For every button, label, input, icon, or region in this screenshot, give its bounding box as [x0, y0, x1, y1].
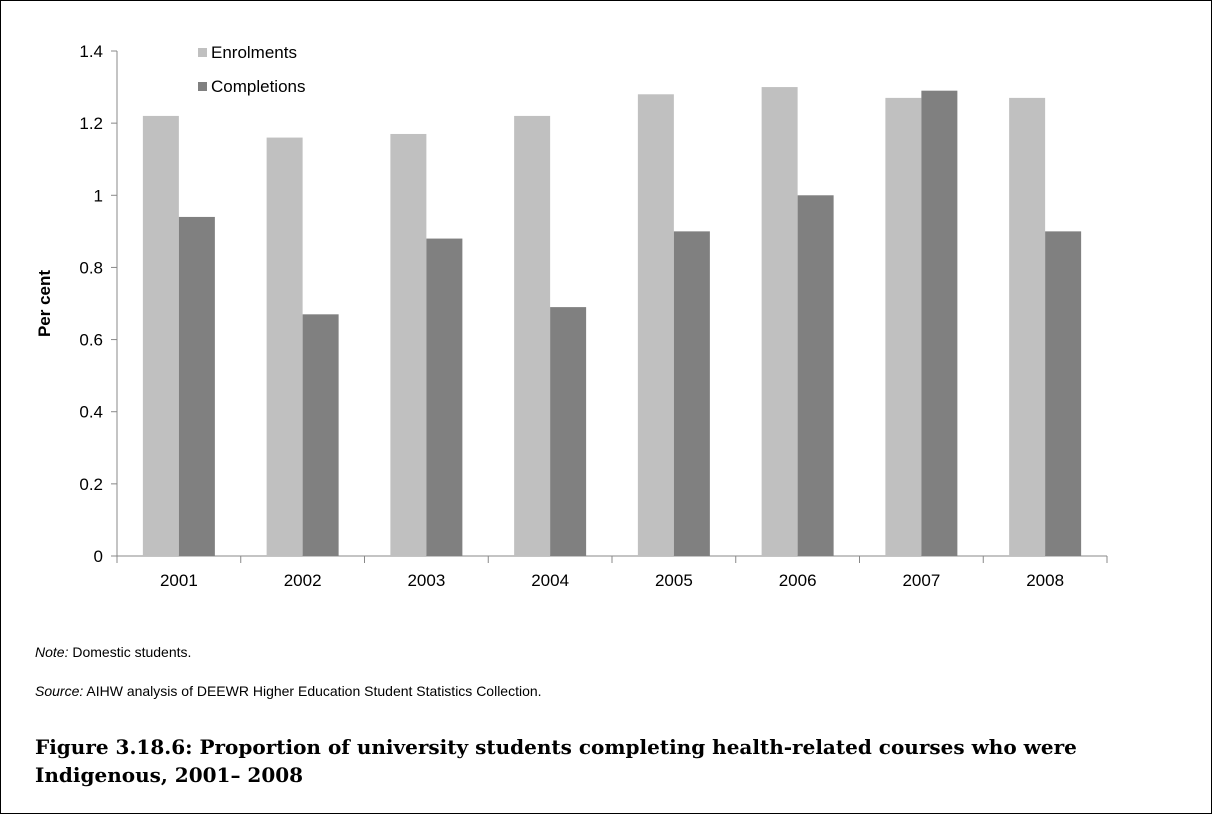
figure-source: Source: AIHW analysis of DEEWR Higher Ed…: [35, 683, 542, 699]
x-tick-label: 2001: [160, 571, 198, 590]
x-tick-label: 2006: [779, 571, 817, 590]
source-text: AIHW analysis of DEEWR Higher Education …: [86, 683, 542, 699]
y-axis-label: Per cent: [35, 270, 54, 337]
bar-completions-2007: [921, 90, 958, 556]
note-label: Note:: [35, 644, 69, 660]
bar-completions-2001: [178, 216, 215, 556]
x-tick-label: 2002: [284, 571, 322, 590]
bar-completions-2002: [302, 314, 339, 556]
bar-enrolments-2001: [142, 115, 179, 556]
legend-swatch-completions: [198, 82, 207, 91]
y-tick-label: 0.4: [79, 403, 103, 422]
bar-enrolments-2004: [514, 115, 551, 556]
y-tick-label: 0: [94, 547, 103, 566]
y-tick-label: 1.2: [79, 114, 103, 133]
x-tick-label: 2004: [531, 571, 569, 590]
x-tick-label: 2008: [1026, 571, 1064, 590]
bar-completions-2005: [673, 231, 710, 556]
bar-enrolments-2003: [390, 133, 427, 556]
y-tick-label: 1.4: [79, 42, 103, 61]
legend-swatch-enrolments: [198, 48, 207, 57]
figure-caption: Figure 3.18.6: Proportion of university …: [35, 735, 1077, 787]
y-tick-label: 1: [94, 186, 103, 205]
x-tick-label: 2005: [655, 571, 693, 590]
x-tick-label: 2003: [407, 571, 445, 590]
bar-enrolments-2005: [637, 94, 674, 557]
y-tick-label: 0.6: [79, 331, 103, 350]
x-tick-label: 2007: [902, 571, 940, 590]
legend-label-completions: Completions: [211, 77, 306, 96]
legend-label-enrolments: Enrolments: [211, 43, 297, 62]
bar-enrolments-2006: [761, 87, 798, 557]
note-text: Domestic students.: [72, 644, 192, 660]
y-tick-label: 0.8: [79, 258, 103, 277]
bar-completions-2004: [550, 307, 587, 556]
y-tick-label: 0.2: [79, 475, 103, 494]
bar-enrolments-2007: [885, 97, 922, 557]
bar-enrolments-2002: [266, 137, 303, 557]
bar-chart: 0 0.2 0.4 0.6 0.8 1 1.2 1.4 Per cent 2001 2002 2003…: [35, 42, 1108, 590]
bar-enrolments-2008: [1009, 97, 1046, 557]
source-label: Source:: [35, 683, 84, 699]
bar-completions-2008: [1045, 231, 1082, 556]
figure-note: Note: Domestic students.: [35, 644, 191, 660]
bar-completions-2003: [426, 238, 463, 557]
bar-completions-2006: [797, 195, 834, 557]
